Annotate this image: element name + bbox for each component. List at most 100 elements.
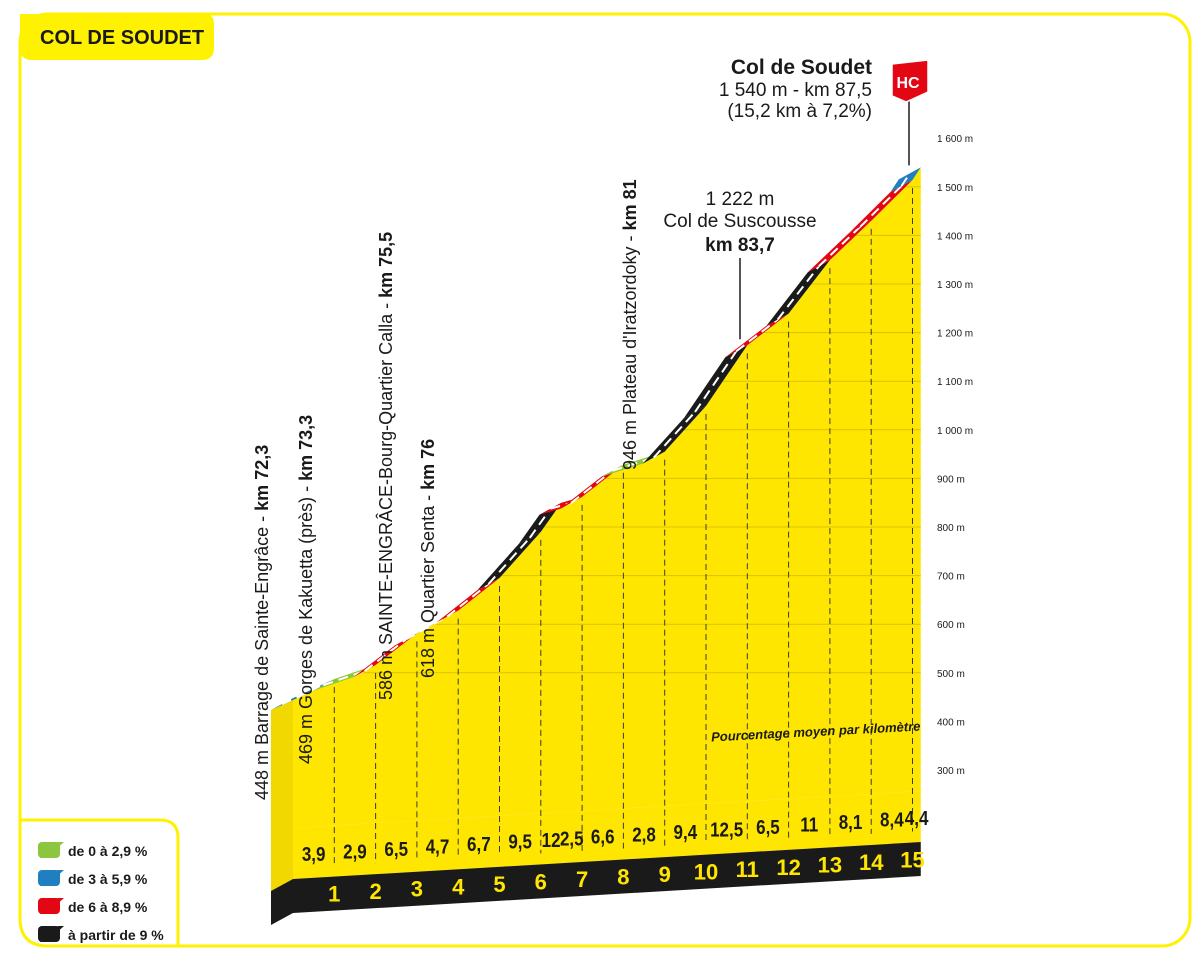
- km-tick-label: 6: [535, 869, 547, 894]
- km-tick-label: 8: [617, 865, 629, 890]
- ribbon-center-dash: [818, 226, 861, 267]
- y-axis-ticks: 300 m 400 m 500 m 600 m 700 m 800 m 900 m 1 000…: [937, 134, 973, 777]
- waypoint-label-sainte-engrace-dam: 448 m Barrage de Sainte-Engrâce - km 72,…: [252, 445, 272, 800]
- y-tick-label: 700 m: [937, 572, 965, 583]
- km-tick-label: 1: [328, 882, 340, 907]
- legend-label: de 6 à 8,9 %: [68, 899, 148, 915]
- segment-percent: 9,5: [508, 830, 532, 853]
- waypoint-label-kakuetta: 469 m Gorges de Kakuetta (près) - km 73,…: [296, 415, 316, 764]
- y-tick-label: 1 100 m: [937, 377, 973, 388]
- ribbon-center-dash: [570, 470, 614, 504]
- ribbon-center-dash: [776, 265, 820, 321]
- ribbon-segment: [642, 405, 706, 464]
- ribbon-center-dash: [363, 638, 407, 672]
- legend-items: de 0 à 2,9 % de 3 à 5,9 % de 6 à 8,9 % à pa…: [38, 842, 164, 943]
- km-tick-label: 12: [776, 855, 800, 880]
- ribbon-center-dash: [859, 185, 903, 228]
- ribbon-center-dash: [694, 350, 738, 413]
- ribbon-center-dash: [652, 411, 696, 459]
- segment-percent: 6,5: [756, 816, 780, 839]
- km-band: [271, 842, 921, 925]
- summit-category-badge: HC: [896, 75, 920, 92]
- ribbon-center-dash: [487, 537, 531, 585]
- km-tick-label: 15: [900, 847, 924, 872]
- ribbon-segment: [807, 220, 872, 273]
- y-tick-label: 1 300 m: [937, 280, 973, 291]
- segment-percent: 3,9: [302, 842, 326, 865]
- km-tick-label: 4: [452, 874, 465, 899]
- summit-length-grade: (15,2 km à 7,2%): [727, 101, 872, 122]
- ribbon-segment: [477, 531, 541, 591]
- km-labels: 1 2 3 4 5 6 7 8 9 10 11 12 13 14 15: [328, 847, 925, 906]
- ribbon-center-dash: [735, 318, 779, 353]
- hc-flag-icon: [891, 59, 929, 103]
- km-tick-label: 9: [659, 862, 671, 887]
- legend-label: de 0 à 2,9 %: [68, 843, 148, 859]
- gradient-ribbon: [271, 167, 921, 711]
- ribbon-center-dash: [446, 583, 490, 618]
- ribbon-center-dash: [528, 508, 552, 539]
- suscousse-annotation: 1 222 m Col de Suscousse km 83,7: [663, 189, 817, 340]
- outer-frame: [18, 12, 1192, 948]
- waypoint-label-quartier-senta: 618 m Quartier Senta - km 76: [418, 439, 438, 678]
- title-tab-bg: [20, 14, 214, 60]
- legend-swatch-icon: [38, 842, 60, 858]
- suscousse-altitude: 1 222 m: [706, 189, 775, 210]
- segment-percent: 12: [542, 828, 561, 851]
- ribbon-center-dash: [405, 615, 448, 641]
- suscousse-km: km 83,7: [705, 235, 775, 256]
- y-tick-label: 1 500 m: [937, 183, 973, 194]
- legend-swatch-icon: [38, 898, 60, 914]
- y-tick-label: 400 m: [937, 717, 965, 728]
- km-tick-label: 10: [694, 860, 718, 885]
- segment-percent-labels: 3,9 2,9 6,5 4,7 6,7 9,5 12 2,5 6,6 2,8 9,4 12,5 6,5 1…: [302, 807, 929, 865]
- waypoint-label-iratzordoky: 946 m Plateau d'Iratzordoky - km 81: [620, 179, 640, 470]
- segment-percent: 4,4: [905, 807, 929, 830]
- y-tick-label: 1 400 m: [937, 231, 973, 242]
- legend-swatch-icon: [38, 926, 60, 942]
- ribbon-segment: [436, 578, 500, 623]
- y-tick-label: 900 m: [937, 474, 965, 485]
- km-tick-label: 2: [369, 879, 381, 904]
- title-tab: COL DE SOUDET: [20, 14, 214, 60]
- profile-base: [271, 698, 921, 925]
- km-tick-label: 5: [493, 872, 505, 897]
- ribbon-segment: [849, 179, 913, 233]
- segment-percent: 8,1: [839, 811, 863, 834]
- ribbon-center-dash: [322, 670, 365, 687]
- summit-altitude-km: 1 540 m - km 87,5: [719, 80, 872, 101]
- y-tick-label: 1 600 m: [937, 134, 973, 145]
- segment-percent: 12,5: [710, 818, 743, 841]
- legend-swatch-icon: [38, 870, 60, 886]
- segment-percent: 4,7: [426, 835, 450, 858]
- gradient-legend: de 0 à 2,9 % de 3 à 5,9 % de 6 à 8,9 % à pa…: [18, 818, 180, 948]
- ribbon-center-dash: [281, 684, 324, 705]
- segment-percent: 6,7: [467, 833, 491, 856]
- segment-percent: 2,9: [343, 840, 367, 863]
- profile-face: [293, 167, 921, 829]
- km-tick-label: 13: [818, 852, 842, 877]
- segment-percent: 11: [800, 813, 818, 836]
- ribbon-segment: [560, 464, 624, 509]
- km-tick-label: 3: [411, 877, 423, 902]
- y-tick-label: 1 200 m: [937, 329, 973, 340]
- km-tick-label: 14: [859, 850, 884, 875]
- y-tick-label: 600 m: [937, 620, 965, 631]
- segment-percent: 2,8: [632, 823, 656, 846]
- km-tick-label: 11: [736, 857, 759, 882]
- y-tick-label: 500 m: [937, 669, 965, 680]
- y-tick-label: 800 m: [937, 523, 965, 534]
- segment-percent: 2,5: [560, 827, 584, 850]
- y-tick-label: 1 000 m: [937, 426, 973, 437]
- percent-band: [293, 791, 921, 879]
- legend-label: à partir de 9 %: [68, 927, 164, 943]
- km-tick-label: 7: [576, 867, 588, 892]
- segment-percent: 6,6: [591, 825, 615, 848]
- grade-dashed-lines: [333, 186, 921, 866]
- ribbon-center-dash: [900, 172, 911, 187]
- segment-percent: 9,4: [674, 821, 698, 844]
- page-title: COL DE SOUDET: [40, 27, 204, 49]
- profile-side-face: [271, 698, 293, 891]
